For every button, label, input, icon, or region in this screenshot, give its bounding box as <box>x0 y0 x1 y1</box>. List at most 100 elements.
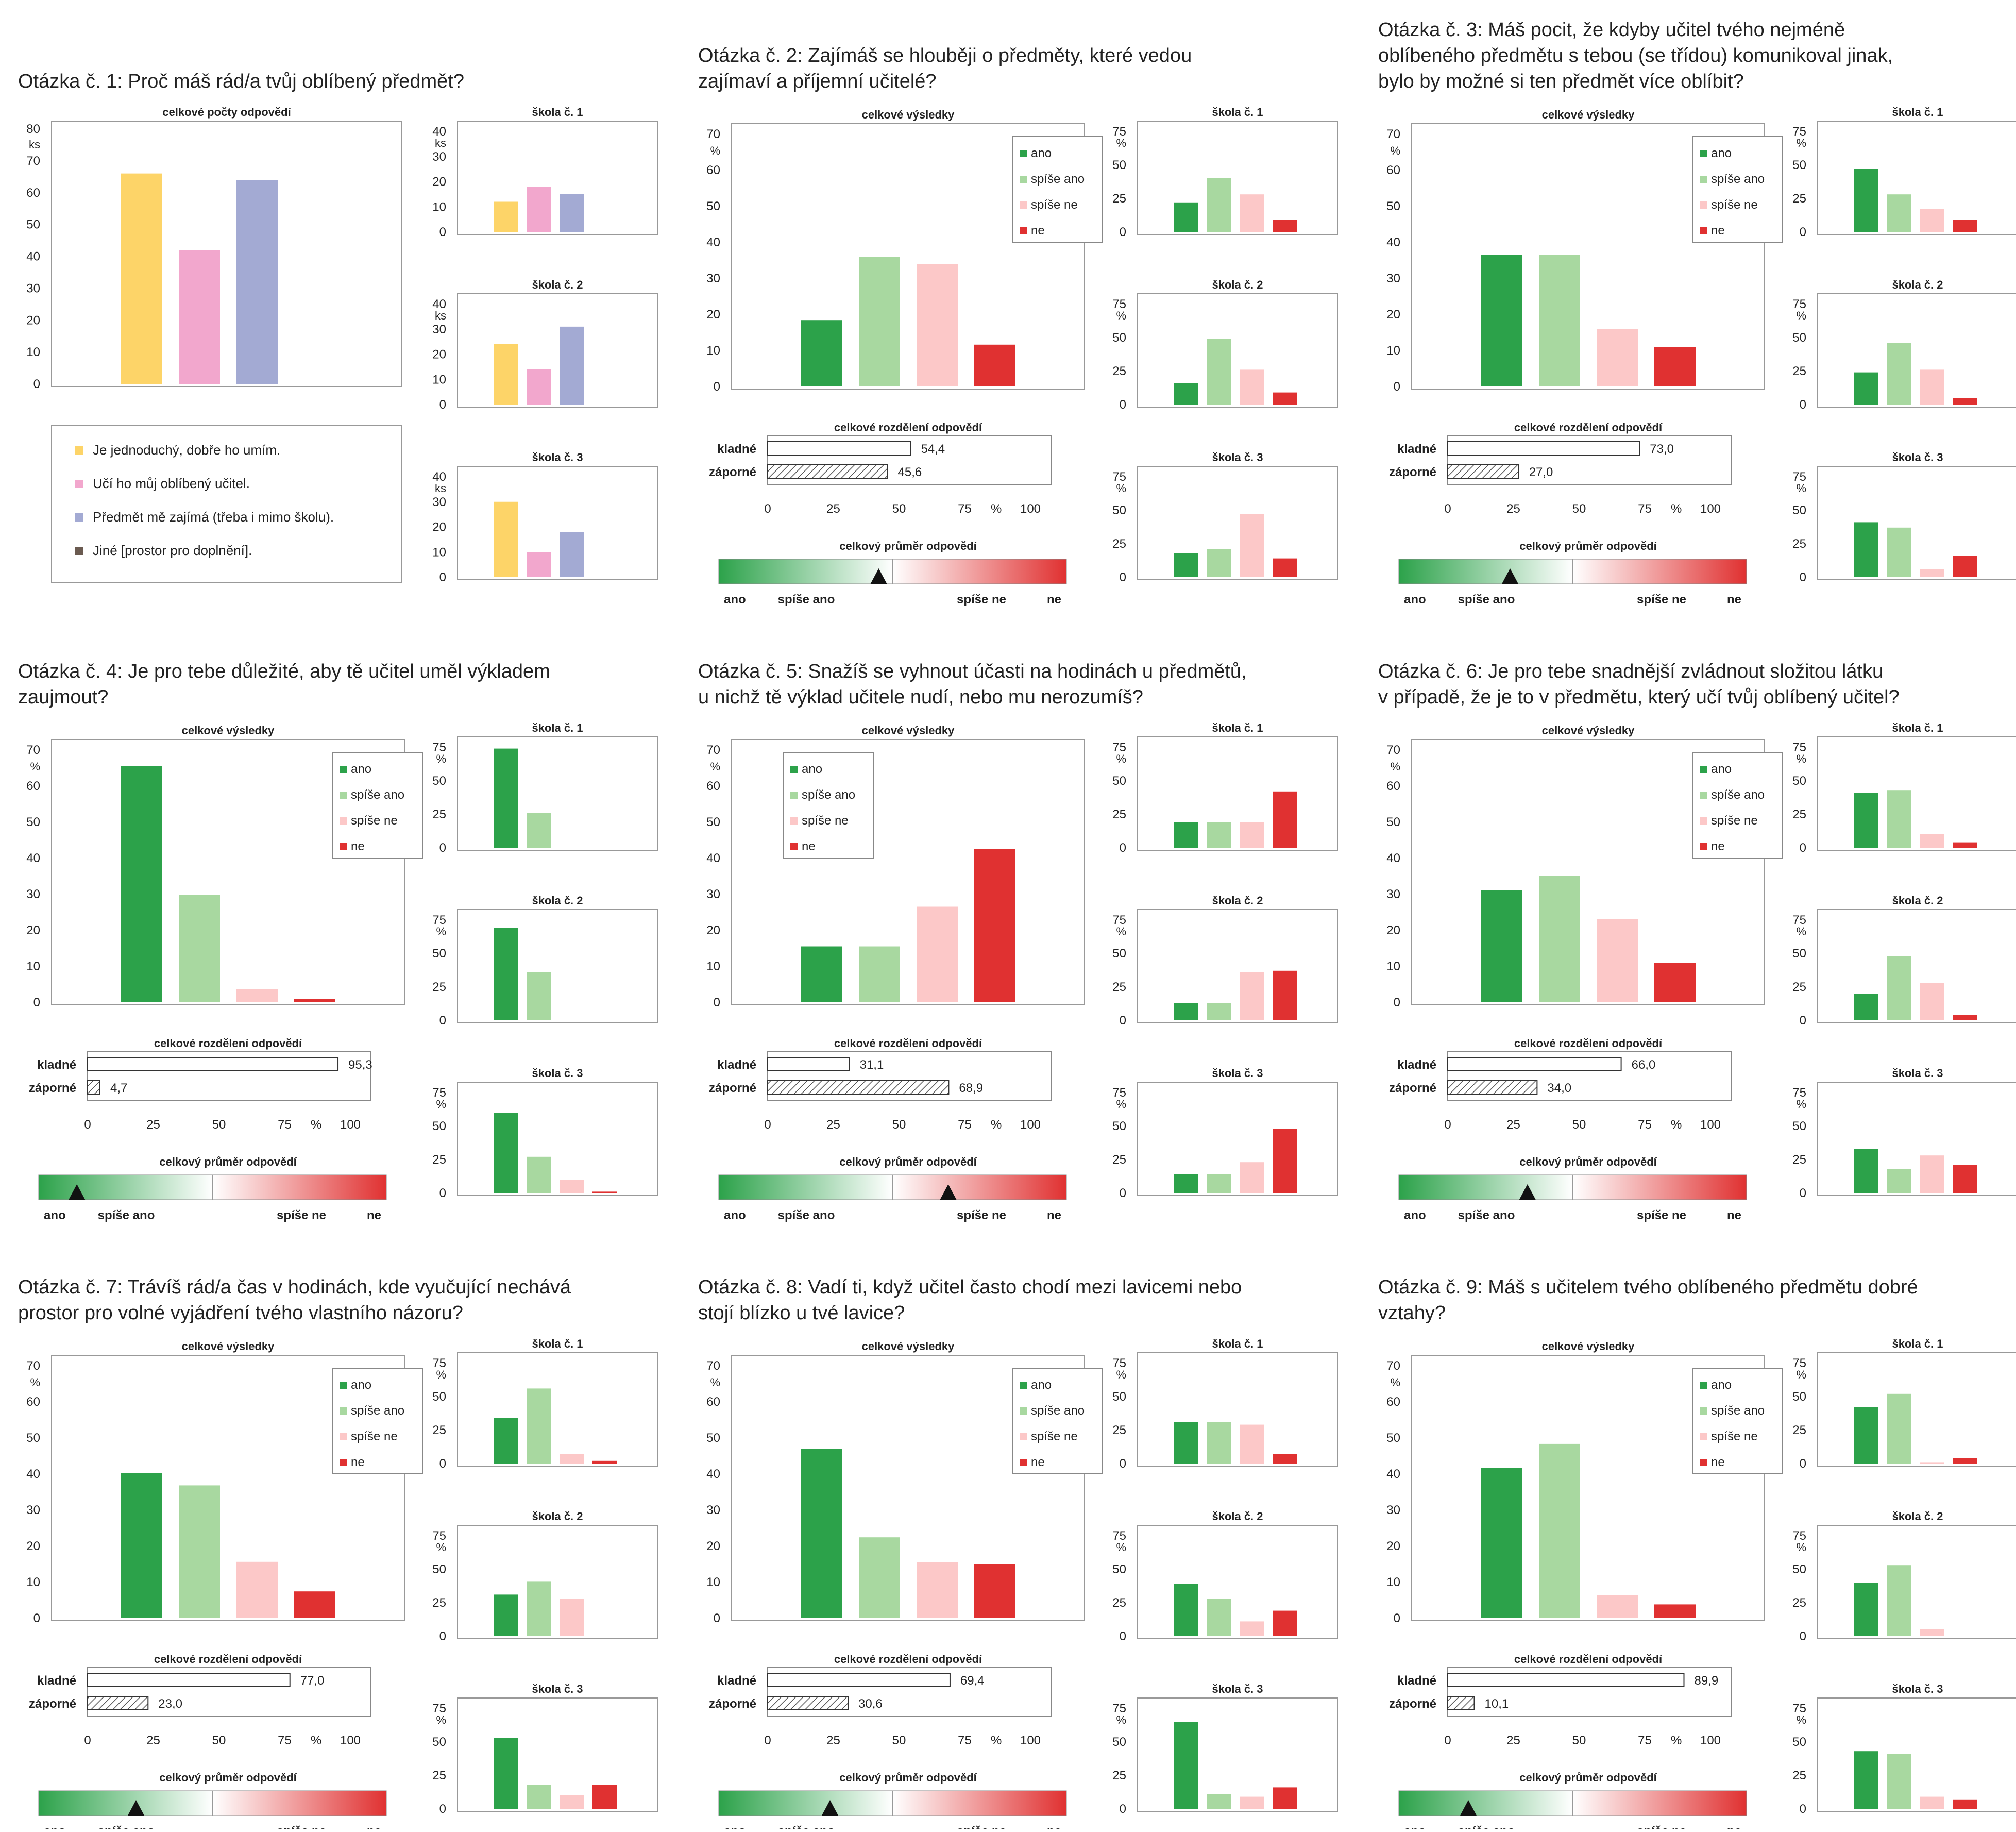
q9-school-1-bar <box>1920 1462 1944 1464</box>
q6-school-3-ytick: 25 <box>1792 1153 1806 1167</box>
q8-school-3-bar <box>1240 1796 1264 1809</box>
q9-school-2-bar <box>1854 1583 1878 1636</box>
q4-school-2-ytick: 0 <box>439 1014 446 1028</box>
q3-main-ytick: 50 <box>1386 199 1400 213</box>
q6-dist-kladne-value: 66,0 <box>1632 1058 1656 1072</box>
q8-school-3-bar <box>1207 1794 1231 1809</box>
q3-school-2-chart: škola č. 2 0 25 50 75% <box>1792 278 2016 412</box>
q8-school-3-ytick: 0 <box>1120 1802 1126 1816</box>
q8-school-2-bar <box>1174 1584 1198 1636</box>
q4-legend-swatch <box>340 817 347 825</box>
q7-school-1-chart: škola č. 1 0 25 50 75% <box>432 1337 658 1471</box>
q4-school-2-chart: škola č. 2 0 25 50 75% <box>432 894 658 1028</box>
q1-school-3-bar <box>560 532 584 577</box>
q3-dist-kladne-label: kladné <box>1397 442 1436 456</box>
q7-main-ytick: 0 <box>33 1611 40 1625</box>
q4-school-1-frame <box>457 736 658 851</box>
q7-main-bar <box>294 1591 335 1618</box>
q7-dist-tick: 100 <box>340 1734 361 1747</box>
question-3: Otázka č. 3: Máš pocit, že kdyby učitel … <box>1378 19 2016 607</box>
q3-dist-title: celkové rozdělení odpovědí <box>1514 421 1663 434</box>
q4-mean-marker <box>69 1184 86 1200</box>
q3-school-2-ytick: 50 <box>1792 331 1806 345</box>
q9-school-1-title: škola č. 1 <box>1892 1337 1943 1350</box>
q6-school-2-bar <box>1887 956 1911 1020</box>
q5-legend-swatch <box>790 843 798 850</box>
q5-main-ytick: 50 <box>706 815 720 829</box>
question-7: Otázka č. 7: Trávíš rád/a čas v hodinách… <box>18 1276 658 1832</box>
q5-school-2-ytick: 0 <box>1120 1014 1126 1028</box>
q1-legend-swatch <box>75 513 83 522</box>
q2-main-unit: % <box>710 144 720 157</box>
q5-school-3-bar <box>1273 1129 1297 1193</box>
q9-main-ytick: 70 <box>1386 1359 1400 1373</box>
q3-school-2-title: škola č. 2 <box>1892 278 1943 291</box>
q5-mean-marker <box>940 1184 957 1200</box>
q7-mean-marker <box>128 1800 144 1816</box>
q4-school-1-unit: % <box>436 752 446 765</box>
q6-dist-tick: 25 <box>1506 1118 1520 1132</box>
q5-legend-label: spíše ne <box>802 814 849 828</box>
q5-school-3-chart: škola č. 3 0 25 50 75% <box>1112 1067 1338 1200</box>
q6-school-1-frame <box>1817 736 2016 851</box>
q6-main-title: celkové výsledky <box>1542 724 1635 737</box>
q2-main-ytick: 0 <box>714 380 720 394</box>
q9-school-2-unit: % <box>1796 1541 1806 1554</box>
q7-legend-swatch <box>340 1382 347 1389</box>
q3-dist-unit: % <box>1671 502 1682 516</box>
q1-legend-swatch <box>75 446 83 455</box>
q1-main-ytick: 40 <box>26 250 40 264</box>
q5-school-3-ytick: 25 <box>1112 1153 1126 1167</box>
q2-school-2-frame <box>1137 293 1338 408</box>
q1-legend-swatch <box>75 480 83 488</box>
q9-legend <box>1692 1368 1783 1474</box>
q8-legend <box>1012 1368 1103 1474</box>
q7-school-3-ytick: 50 <box>432 1735 446 1749</box>
q2-school-3-bar <box>1207 549 1231 577</box>
q6-legend-swatch <box>1700 843 1707 850</box>
q7-dist-unit: % <box>311 1734 321 1747</box>
q6-school-3-ytick: 50 <box>1792 1119 1806 1133</box>
q8-school-1-bar <box>1240 1424 1264 1464</box>
q4-legend-swatch <box>340 766 347 773</box>
q7-legend-label: ano <box>351 1378 371 1392</box>
q2-school-3-bar <box>1273 558 1297 577</box>
q2-main-bar <box>917 264 958 386</box>
q3-mean-marker <box>1502 568 1518 584</box>
q1-school-3-frame <box>457 466 658 580</box>
q3-main-bar <box>1539 255 1580 386</box>
q7-main-bar <box>121 1473 162 1618</box>
q4-dist-title: celkové rozdělení odpovědí <box>154 1037 302 1050</box>
q6-dist-kladne-bar <box>1447 1057 1622 1071</box>
q6-mean-scale-label: spíše ano <box>1458 1208 1515 1222</box>
q7-school-3-ytick: 25 <box>432 1769 446 1783</box>
q9-dist-unit: % <box>1671 1734 1682 1747</box>
q2-mean-scale-label: ne <box>1047 593 1061 607</box>
q9-legend-label: ano <box>1711 1378 1732 1392</box>
q6-school-2-ytick: 75 <box>1792 913 1806 927</box>
q3-main-title: celkové výsledky <box>1542 108 1635 121</box>
q8-school-2-ytick: 25 <box>1112 1596 1126 1610</box>
q1-school-1-ytick: 30 <box>432 150 446 164</box>
q6-school-1-unit: % <box>1796 752 1806 765</box>
q4-mean-title: celkový průměr odpovědí <box>159 1155 297 1168</box>
q5-school-1-frame <box>1137 736 1338 851</box>
q4-main-bar <box>179 895 220 1002</box>
q2-dist-tick: 50 <box>892 502 906 516</box>
q8-dist-kladne-label: kladné <box>717 1674 756 1688</box>
q3-school-2-bar <box>1854 372 1878 405</box>
q2-school-3-frame <box>1137 466 1338 580</box>
q2-main-bar <box>859 257 900 386</box>
q8-legend-label: ne <box>1031 1455 1045 1469</box>
q6-school-2-bar <box>1953 1015 1977 1020</box>
q5-main-ytick: 10 <box>706 960 720 973</box>
q3-title-line: oblíbeného předmětu s tebou (se třídou) … <box>1378 45 1893 66</box>
q5-school-1-title: škola č. 1 <box>1212 721 1263 734</box>
q6-school-1-ytick: 25 <box>1792 808 1806 821</box>
q1-legend-label: Předmět mě zajímá (třeba i mimo školu). <box>93 509 334 525</box>
q2-legend-label: spíše ne <box>1031 198 1078 212</box>
q9-school-2-bar <box>1920 1629 1944 1636</box>
q9-mean-title: celkový průměr odpovědí <box>1519 1771 1657 1784</box>
q2-main-ytick: 30 <box>706 272 720 285</box>
